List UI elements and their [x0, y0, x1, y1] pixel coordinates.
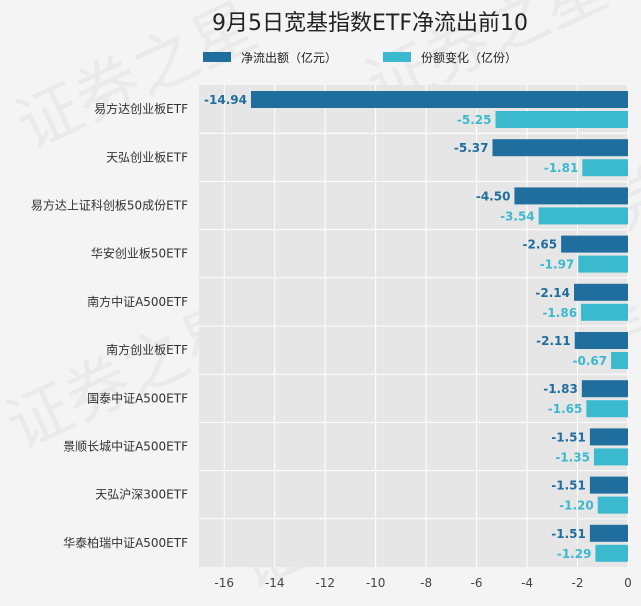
- data-label: -1.51: [551, 430, 586, 444]
- x-tick-label: -16: [214, 576, 234, 590]
- bar-share-change: [593, 448, 628, 466]
- category-label: 华泰柏瑞中证A500ETF: [63, 535, 188, 550]
- x-tick-label: -14: [265, 576, 285, 590]
- category-label: 景顺长城中证A500ETF: [63, 439, 188, 454]
- legend-swatch: [203, 52, 231, 62]
- bar-net-outflow: [250, 91, 628, 108]
- data-label: -2.14: [535, 286, 570, 300]
- bar-share-change: [582, 159, 628, 177]
- legend-label: 净流出额（亿元）: [241, 50, 337, 65]
- category-labels: 易方达创业板ETF 天弘创业板ETF 易方达上证科创板50成份ETF 华安创业板50E…: [31, 101, 188, 550]
- legend-label: 份额变化（亿份）: [421, 50, 517, 65]
- bar-share-change: [611, 352, 628, 369]
- category-label: 南方创业板ETF: [106, 342, 188, 357]
- data-label: -14.94: [204, 93, 247, 107]
- bar-net-outflow: [589, 476, 628, 494]
- bar-net-outflow: [514, 187, 628, 205]
- bar-share-change: [595, 544, 628, 562]
- bars: [250, 91, 628, 562]
- data-label: -3.54: [500, 209, 535, 223]
- bar-net-outflow: [589, 524, 628, 542]
- category-label: 天弘沪深300ETF: [95, 488, 188, 502]
- bar-share-change: [597, 496, 628, 514]
- data-label: -5.25: [457, 113, 492, 127]
- category-label: 易方达创业板ETF: [94, 101, 188, 116]
- data-label: -4.50: [476, 189, 511, 203]
- x-axis: -16 -14 -12 -10 -8 -6 -4 -2 0: [214, 576, 631, 590]
- data-label: -1.35: [555, 450, 590, 464]
- data-label: -1.97: [540, 258, 575, 272]
- legend-swatch: [383, 52, 411, 62]
- x-tick-label: -8: [420, 576, 432, 590]
- data-label: -1.83: [543, 382, 578, 396]
- category-label: 南方中证A500ETF: [87, 294, 188, 309]
- category-label: 易方达上证科创板50成份ETF: [31, 198, 188, 213]
- data-label: -1.86: [542, 306, 577, 320]
- legend: 净流出额（亿元） 份额变化（亿份）: [203, 50, 517, 65]
- category-label: 天弘创业板ETF: [106, 150, 188, 164]
- bar-net-outflow: [574, 332, 628, 349]
- data-label: -1.81: [544, 161, 579, 175]
- bar-share-change: [586, 400, 628, 418]
- data-label: -0.67: [572, 354, 607, 368]
- data-label: -1.20: [559, 499, 594, 513]
- value-labels: -14.94 -5.25 -5.37 -1.81 -4.50 -3.54 -2.65 -1.9…: [204, 93, 607, 561]
- data-label: -1.65: [548, 402, 583, 416]
- x-tick-label: 0: [624, 576, 632, 590]
- data-label: -2.65: [523, 238, 558, 252]
- bar-share-change: [578, 255, 628, 273]
- x-tick-label: -4: [521, 576, 533, 590]
- category-label: 国泰中证A500ETF: [87, 390, 188, 405]
- x-tick-label: -12: [315, 576, 335, 590]
- data-label: -1.29: [557, 547, 592, 561]
- data-label: -2.11: [536, 334, 571, 348]
- bar-share-change: [538, 207, 628, 225]
- x-tick-label: -2: [572, 576, 584, 590]
- bar-share-change: [581, 303, 628, 321]
- data-label: -5.37: [454, 141, 489, 155]
- data-label: -1.51: [551, 527, 586, 541]
- chart-title: 9月5日宽基指数ETF净流出前10: [212, 11, 528, 36]
- data-label: -1.51: [551, 479, 586, 493]
- x-tick-label: -6: [471, 576, 483, 590]
- bar-net-outflow: [492, 139, 628, 157]
- category-label: 华安创业板50ETF: [91, 246, 188, 261]
- grid: [199, 85, 629, 567]
- bar-net-outflow: [581, 380, 628, 398]
- bar-net-outflow: [573, 283, 628, 301]
- bar-net-outflow: [589, 428, 628, 446]
- bar-net-outflow: [561, 235, 628, 253]
- bar-share-change: [495, 111, 628, 128]
- x-tick-label: -10: [366, 576, 386, 590]
